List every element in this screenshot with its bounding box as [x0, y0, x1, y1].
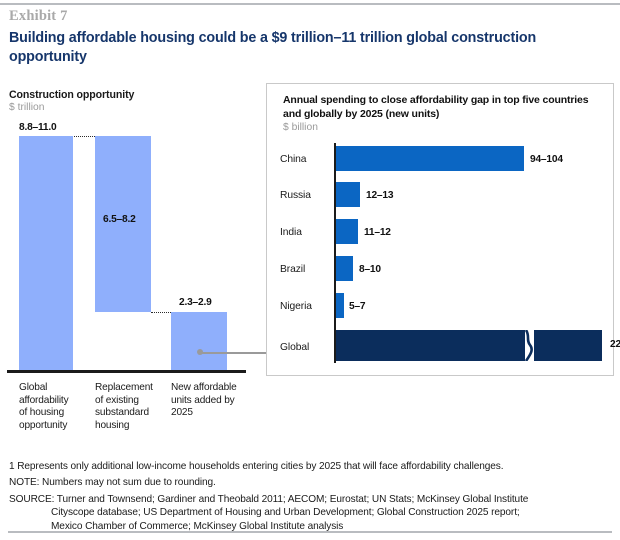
right-chart-heading: Annual spending to close affordability g… — [283, 94, 589, 120]
connector-line — [200, 352, 284, 354]
hbar-value-china: 94–104 — [530, 154, 563, 165]
waterfall-value-replacement: 6.5–8.2 — [103, 214, 136, 225]
axis-break-icon — [525, 330, 534, 361]
left-chart-heading: Construction opportunity — [9, 89, 135, 101]
hbar-bar-russia — [336, 182, 360, 207]
page-title: Building affordable housing could be a $… — [9, 30, 537, 65]
hbar-label-nigeria: Nigeria — [280, 301, 312, 312]
source-line-3: Mexico Chamber of Commerce; McKinsey Glo… — [51, 520, 344, 532]
exhibit-label: Exhibit 7 — [9, 8, 68, 24]
bottom-rule — [8, 531, 612, 533]
source-line-1: SOURCE: Turner and Townsend; Gardiner an… — [9, 494, 529, 505]
footnote-note: NOTE: Numbers may not sum due to roundin… — [9, 477, 216, 488]
waterfall-bar-new-units — [171, 312, 227, 370]
waterfall-plot-area: 8.8–11.0 6.5–8.2 2.3–2.9 — [0, 120, 268, 372]
footnote-source: SOURCE: Turner and Townsend; Gardiner an… — [9, 493, 609, 533]
waterfall-bar-total — [19, 136, 73, 370]
left-chart-unit: $ trillion — [9, 102, 45, 113]
hbar-label-india: India — [280, 227, 302, 238]
footnote-1: 1 Represents only additional low-income … — [9, 461, 504, 472]
hbar-bar-nigeria — [336, 293, 344, 318]
right-chart-unit: $ billion — [283, 122, 318, 133]
annual-spending-chart: Annual spending to close affordability g… — [266, 83, 620, 376]
waterfall-category-1: Global affordability of housing opportunity — [19, 382, 69, 431]
waterfall-baseline — [7, 370, 246, 373]
hbar-label-russia: Russia — [280, 190, 311, 201]
hbar-label-brazil: Brazil — [280, 264, 306, 275]
hbar-value-nigeria: 5–7 — [349, 301, 366, 312]
waterfall-bar-replacement — [95, 136, 151, 312]
hbar-value-brazil: 8–10 — [359, 264, 381, 275]
waterfall-value-new-units: 2.3–2.9 — [179, 297, 212, 308]
construction-opportunity-chart: Construction opportunity $ trillion 8.8–… — [0, 0, 287, 460]
hbar-bar-global — [336, 330, 602, 361]
hbar-value-russia: 12–13 — [366, 190, 394, 201]
top-rule — [0, 3, 620, 5]
hbar-bar-brazil — [336, 256, 353, 281]
hbar-bar-india — [336, 219, 358, 244]
waterfall-category-2: Replacement of existing substandard housing — [95, 382, 153, 431]
source-line-2: Cityscope database; US Department of Hou… — [51, 507, 520, 519]
waterfall-value-total: 8.8–11.0 — [19, 122, 57, 133]
hbar-value-india: 11–12 — [364, 227, 391, 238]
waterfall-category-3: New affordable units added by 2025 — [171, 382, 237, 419]
waterfall-leader-1 — [74, 136, 97, 137]
horizontal-chart-axis — [334, 143, 337, 363]
hbar-value-global: 220–250 — [610, 339, 620, 350]
waterfall-leader-2 — [151, 312, 173, 313]
hbar-label-china: China — [280, 154, 307, 165]
hbar-label-global: Global — [280, 342, 310, 353]
hbar-bar-china — [336, 146, 524, 171]
